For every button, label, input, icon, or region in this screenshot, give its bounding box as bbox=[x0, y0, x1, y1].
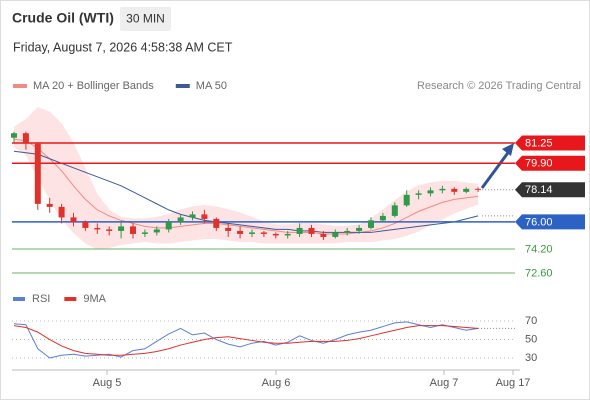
level-label: 74.20 bbox=[525, 243, 553, 255]
candle-body bbox=[130, 226, 136, 234]
bollinger-band-fill bbox=[14, 107, 479, 249]
candle-body bbox=[284, 233, 291, 236]
level-tag bbox=[515, 214, 585, 230]
moving-average bbox=[13, 150, 479, 233]
bollinger-lower bbox=[13, 146, 479, 250]
candle-body bbox=[70, 217, 77, 222]
timestamp: Friday, August 7, 2026 4:58:38 AM CET bbox=[13, 40, 233, 54]
candle-body bbox=[344, 230, 351, 233]
level-tag bbox=[515, 135, 585, 151]
candle-body bbox=[403, 194, 410, 206]
candle-body bbox=[427, 190, 434, 194]
level-label: 72.60 bbox=[525, 267, 553, 279]
level-tag bbox=[515, 155, 585, 171]
candle-body bbox=[308, 227, 315, 234]
candle-body bbox=[415, 193, 422, 195]
y-tick-label: 30 bbox=[525, 352, 537, 364]
candle-body bbox=[260, 232, 267, 234]
level-label: 79.90 bbox=[525, 158, 553, 170]
forecast-arrow bbox=[480, 149, 512, 189]
candle-body bbox=[332, 232, 339, 237]
x-tick-label: Aug 5 bbox=[93, 377, 122, 389]
candle-body bbox=[58, 206, 65, 218]
candle-body bbox=[141, 232, 148, 234]
legend-label: MA 20 + Bollinger Bands bbox=[33, 80, 154, 92]
level-label: 81.25 bbox=[525, 137, 553, 149]
legend-label: 9MA bbox=[83, 293, 106, 305]
candle-body bbox=[165, 221, 172, 230]
candle-body bbox=[237, 230, 244, 234]
interval-label[interactable]: 30 MIN bbox=[126, 12, 165, 26]
candle-body bbox=[379, 215, 386, 221]
moving-average bbox=[13, 138, 479, 235]
x-tick-label: Aug 17 bbox=[496, 377, 531, 389]
level-label: 76.00 bbox=[525, 216, 553, 228]
forecast-arrow-head bbox=[502, 143, 514, 156]
copyright: Research © 2026 Trading Central bbox=[417, 80, 581, 92]
candle-body bbox=[475, 188, 482, 190]
candle-body bbox=[82, 221, 89, 228]
candle-body bbox=[463, 188, 470, 192]
legend-label: RSI bbox=[32, 293, 50, 305]
candle-body bbox=[356, 227, 363, 231]
candle-body bbox=[439, 188, 446, 191]
candle-body bbox=[213, 218, 220, 228]
candle-body bbox=[46, 203, 53, 207]
candle-body bbox=[391, 205, 398, 216]
candle-body bbox=[320, 233, 327, 237]
candle-body bbox=[22, 133, 29, 144]
candle-body bbox=[177, 217, 184, 222]
candle-body bbox=[153, 229, 160, 233]
candle-body bbox=[249, 232, 255, 234]
candle-body bbox=[118, 226, 125, 231]
indicator-line bbox=[13, 325, 479, 356]
legend-label: MA 50 bbox=[196, 80, 227, 92]
level-label: 78.14 bbox=[525, 184, 553, 196]
y-tick-label: 50 bbox=[525, 333, 537, 345]
candle-body bbox=[225, 227, 232, 231]
candle-body bbox=[296, 227, 303, 234]
candle-body bbox=[94, 227, 101, 230]
candle-body bbox=[11, 133, 17, 138]
instrument-title: Crude Oil (WTI) bbox=[12, 10, 114, 26]
x-tick-label: Aug 7 bbox=[430, 377, 459, 389]
bollinger-upper bbox=[13, 107, 479, 227]
indicator-line bbox=[13, 321, 479, 359]
candle-body bbox=[272, 233, 279, 236]
candle-body bbox=[34, 143, 41, 204]
level-tag bbox=[515, 182, 585, 198]
candle-body bbox=[106, 229, 113, 231]
y-tick-label: 70 bbox=[525, 315, 537, 327]
candle-body bbox=[368, 220, 374, 228]
candle-body bbox=[201, 214, 208, 219]
candle-body bbox=[189, 214, 196, 218]
interval-badge[interactable] bbox=[120, 7, 171, 31]
x-tick-label: Aug 6 bbox=[262, 377, 291, 389]
candle-body bbox=[451, 188, 458, 192]
